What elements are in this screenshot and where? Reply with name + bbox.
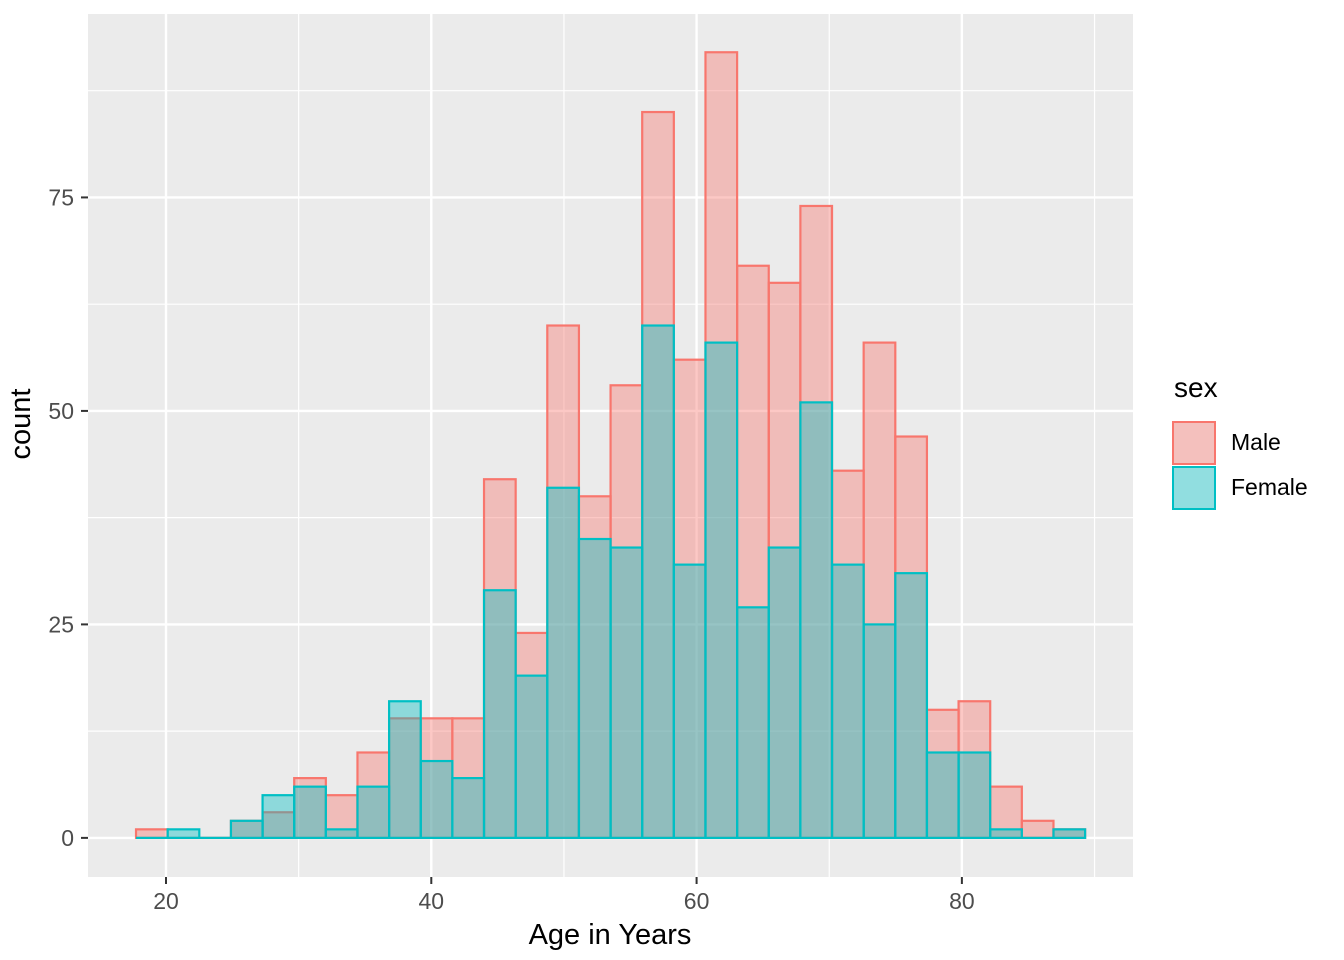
- bar-male-0: [134, 828, 169, 839]
- bar-female-26: [957, 751, 992, 839]
- bar-female-24: [894, 572, 929, 839]
- bar-female-16: [641, 324, 675, 839]
- legend-item-female: Female: [1172, 465, 1308, 510]
- bar-female-6: [324, 828, 359, 839]
- bar-female-15: [609, 546, 644, 839]
- bar-female-23: [862, 623, 897, 839]
- x-tick-label-40: 40: [418, 888, 444, 914]
- bar-female-19: [736, 606, 770, 839]
- bar-female-25: [925, 751, 960, 839]
- bar-female-1: [166, 828, 201, 839]
- bar-female-7: [356, 785, 391, 839]
- bar-male-14: [577, 495, 612, 839]
- legend-title: sex: [1174, 372, 1218, 403]
- bar-male-15: [609, 384, 644, 839]
- bar-female-3: [229, 819, 264, 839]
- bar-male-7: [356, 751, 391, 839]
- bar-female-29: [1052, 828, 1087, 839]
- bar-female-8: [388, 700, 422, 839]
- bar-female-20: [767, 546, 802, 839]
- y-tick-label-50: 50: [48, 398, 74, 424]
- bar-female-4: [261, 794, 296, 839]
- legend-label-female: Female: [1231, 474, 1308, 500]
- bar-female-18: [704, 341, 739, 839]
- bar-female-17: [672, 563, 707, 839]
- bar-male-9: [419, 717, 454, 839]
- x-tick-label-60: 60: [684, 888, 710, 914]
- bar-male-12: [514, 631, 549, 839]
- bar-male-28: [1020, 819, 1055, 839]
- y-tick-label-75: 75: [48, 184, 74, 210]
- bar-female-9: [419, 759, 454, 839]
- y-axis-title: count: [5, 389, 37, 460]
- y-tick-label-0: 0: [61, 825, 74, 851]
- legend: sex Male Female: [1172, 372, 1308, 510]
- bar-male-13: [546, 324, 581, 839]
- bar-female-13: [546, 486, 581, 839]
- bar-female-5: [293, 785, 327, 839]
- x-tick-label-20: 20: [153, 888, 179, 914]
- bar-female-27: [989, 828, 1023, 839]
- bar-female-12: [514, 674, 549, 839]
- bar-male-24: [894, 435, 929, 839]
- y-tick-label-25: 25: [48, 611, 74, 637]
- bar-female-14: [577, 537, 612, 839]
- legend-label-male: Male: [1231, 429, 1281, 455]
- bar-female-11: [482, 589, 517, 839]
- legend-key-male-icon: [1172, 420, 1216, 465]
- bar-female-22: [830, 563, 865, 839]
- bar-female-21: [799, 401, 834, 839]
- bar-male-21: [799, 204, 834, 839]
- x-axis-title: Age in Years: [529, 919, 692, 951]
- x-tick-label-80: 80: [949, 888, 975, 914]
- legend-item-male: Male: [1172, 420, 1308, 465]
- bar-male-22: [830, 469, 865, 839]
- legend-key-female-icon: [1172, 465, 1216, 510]
- bar-female-10: [451, 777, 486, 839]
